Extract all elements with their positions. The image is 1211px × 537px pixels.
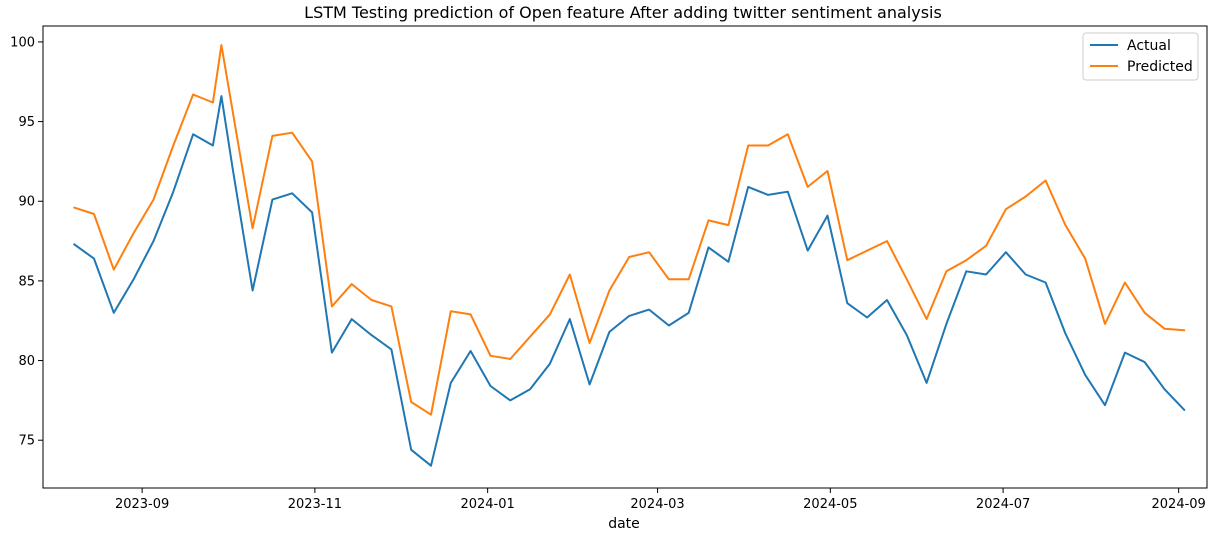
x-tick-label: 2024-03	[630, 497, 684, 512]
y-tick-label: 95	[18, 115, 35, 130]
y-tick-label: 90	[18, 195, 35, 210]
legend-label-actual: Actual	[1127, 38, 1171, 54]
y-axis: 75 80 85 90 95 100	[10, 35, 43, 449]
x-axis-label: date	[608, 516, 640, 532]
series-line-actual	[73, 95, 1186, 467]
series-lines	[73, 44, 1186, 467]
x-axis: 2023-09 2023-11 2024-01 2024-03 2024-05 2024-…	[115, 488, 1206, 512]
x-tick-label: 2024-01	[460, 497, 514, 512]
legend: Actual Predicted	[1082, 32, 1199, 81]
y-tick-label: 100	[10, 35, 35, 50]
x-tick-label: 2023-11	[288, 497, 342, 512]
y-tick-label: 85	[18, 274, 35, 289]
series-line-predicted	[73, 44, 1186, 416]
chart-title: LSTM Testing prediction of Open feature …	[304, 3, 942, 22]
x-tick-label: 2023-09	[115, 497, 169, 512]
x-tick-label: 2024-05	[803, 497, 857, 512]
y-tick-label: 75	[18, 434, 35, 449]
plot-area	[42, 25, 1208, 489]
x-tick-label: 2024-07	[976, 497, 1030, 512]
legend-label-predicted: Predicted	[1127, 59, 1193, 75]
x-tick-label: 2024-09	[1152, 497, 1206, 512]
y-tick-label: 80	[18, 354, 35, 369]
